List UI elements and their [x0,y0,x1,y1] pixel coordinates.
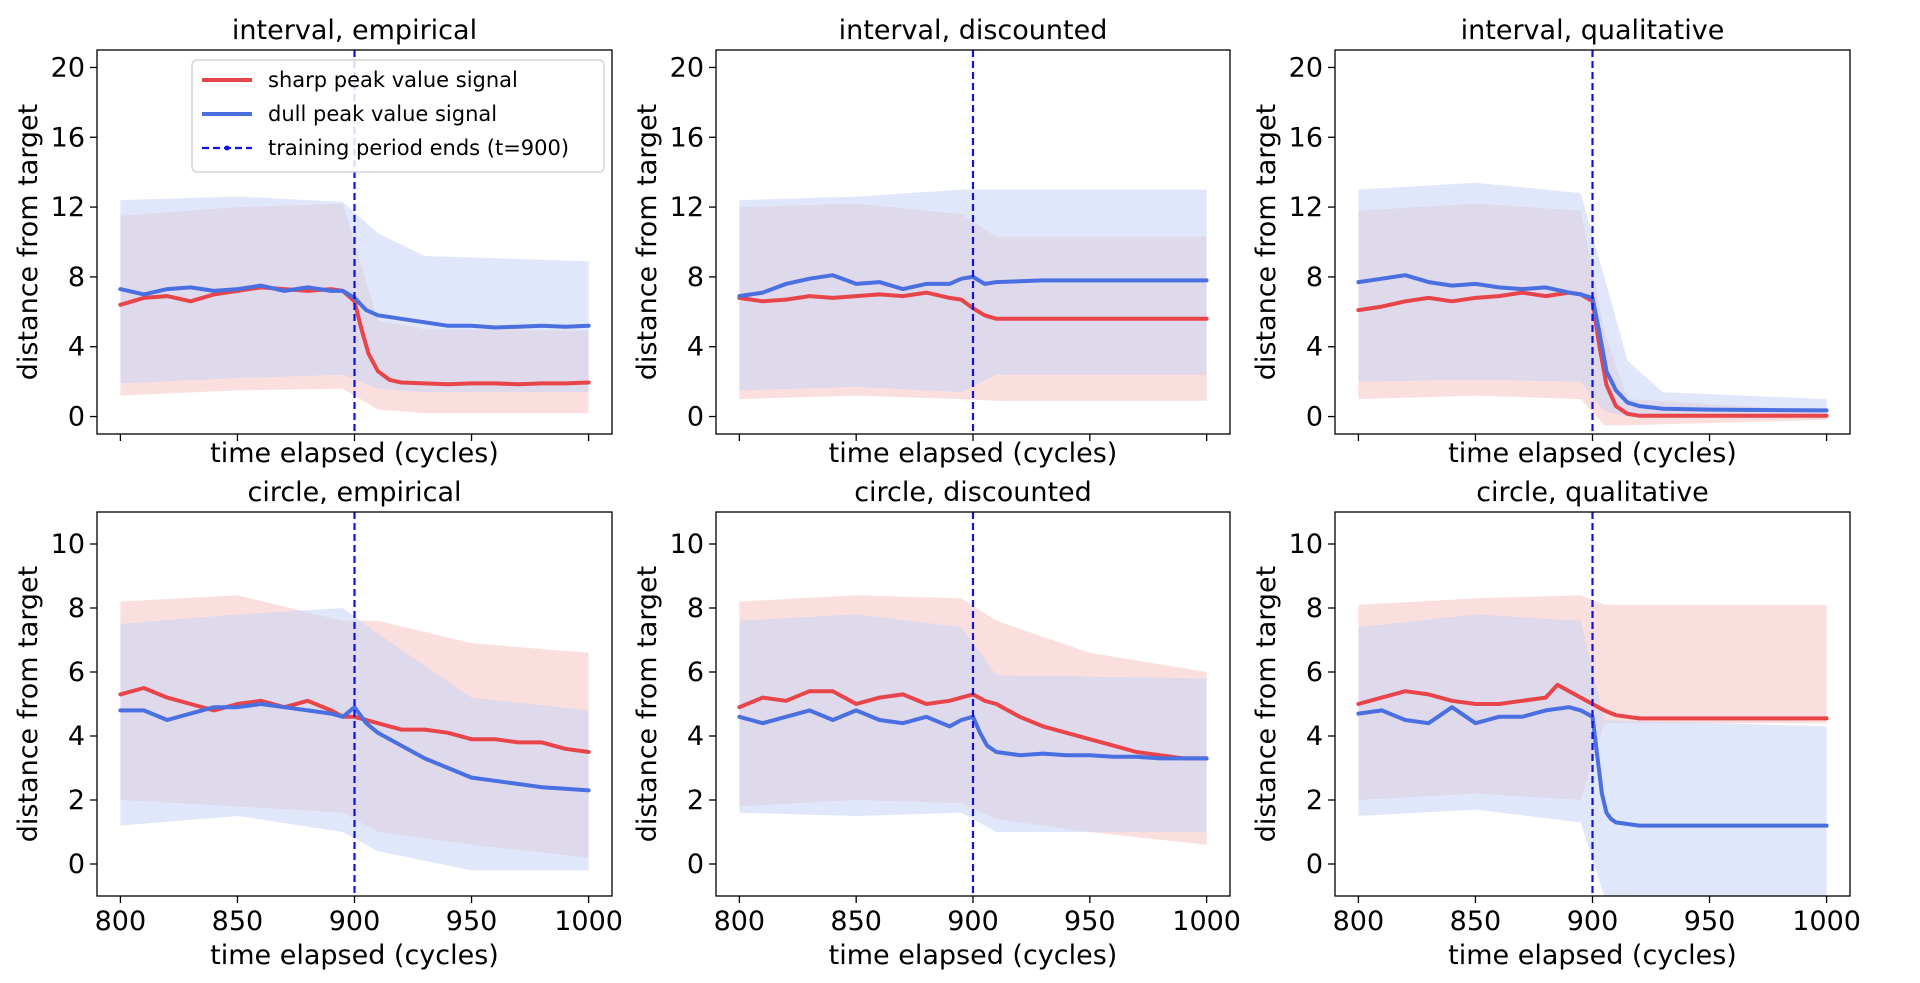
chart-panel-3: 0 4 8 12 16 20 interval, qualitative time elaps… [1251,15,1851,469]
legend-label-vline: training period ends (t=900) [268,136,569,160]
y-tick-label: 20 [1289,52,1323,83]
dull-line [1356,273,1829,413]
y-tick-label: 0 [1306,849,1323,880]
y-tick-label: 2 [687,785,704,816]
y-tick-label: 16 [670,122,704,153]
x-tick-label: 850 [830,906,882,937]
dull-band [120,608,589,871]
dull-line [1356,705,1829,828]
chart-title: circle, empirical [247,477,461,508]
x-axis-label: time elapsed (cycles) [829,940,1118,971]
x-tick-label: 900 [947,906,999,937]
x-tick-label: 800 [714,906,766,937]
y-tick-label: 6 [687,657,704,688]
dull-line [737,273,1209,299]
legend-label-sharp: sharp peak value signal [268,68,518,92]
dull-band [739,189,1207,393]
y-tick-label: 0 [1306,402,1323,433]
x-axis-label: time elapsed (cycles) [1448,438,1737,469]
y-tick-label: 8 [687,262,704,293]
y-tick-label: 0 [68,849,85,880]
y-tick-label: 20 [670,52,704,83]
y-tick-label: 2 [68,785,85,816]
x-tick-label: 800 [1333,906,1385,937]
y-tick-label: 20 [51,52,85,83]
y-axis-label: distance from target [13,104,44,381]
y-tick-label: 4 [1306,332,1323,363]
x-tick-label: 950 [1064,906,1116,937]
x-tick-label: 1000 [1172,906,1241,937]
chart-title: interval, qualitative [1461,15,1725,46]
dull-line [118,702,591,793]
y-axis-label: distance from target [1251,566,1282,843]
y-tick-label: 12 [51,192,85,223]
y-tick-label: 12 [1289,192,1323,223]
y-tick-label: 8 [1306,593,1323,624]
y-tick-label: 6 [1306,657,1323,688]
chart-panel-2: 0 4 8 12 16 20 interval, discounted time elapse… [632,15,1231,469]
y-tick-label: 16 [51,122,85,153]
x-tick-label: 850 [1450,906,1502,937]
y-tick-label: 6 [68,657,85,688]
y-tick-label: 4 [687,332,704,363]
plot-area [737,595,1209,845]
chart-panel-5: 0 2 4 6 8 10 800 850 900 950 1000 circle, discounte… [632,477,1241,971]
plot-area [737,189,1209,401]
x-axis-label: time elapsed (cycles) [829,438,1118,469]
chart-panel-6: 0 2 4 6 8 10 800 850 900 950 1000 circle, qualitati… [1251,477,1861,971]
x-tick-label: 800 [95,906,147,937]
y-tick-label: 4 [687,721,704,752]
chart-title: interval, discounted [839,15,1108,46]
legend-frame [191,59,605,173]
y-axis-label: distance from target [632,566,663,843]
y-tick-label: 4 [68,332,85,363]
x-axis-label: time elapsed (cycles) [210,438,499,469]
x-tick-label: 900 [1567,906,1619,937]
x-tick-label: 1000 [1792,906,1861,937]
legend-marker [224,145,230,151]
y-tick-label: 4 [68,721,85,752]
legend: sharp peak value signal dull peak value s… [191,59,605,173]
y-tick-label: 0 [687,402,704,433]
y-tick-label: 8 [1306,262,1323,293]
chart-panel-4: 0 2 4 6 8 10 800 850 900 950 1000 circle, empirical… [13,477,623,971]
sharp-line [1356,682,1829,721]
y-tick-label: 2 [1306,785,1323,816]
x-tick-label: 950 [446,906,498,937]
x-tick-label: 900 [329,906,381,937]
dull-line [737,708,1209,761]
sharp-line [118,285,591,387]
y-tick-label: 0 [68,402,85,433]
y-tick-label: 10 [51,529,85,560]
y-tick-label: 8 [687,593,704,624]
y-tick-label: 0 [687,849,704,880]
sharp-line [737,290,1209,321]
legend-label-dull: dull peak value signal [268,102,497,126]
x-tick-label: 850 [212,906,264,937]
x-tick-label: 950 [1684,906,1736,937]
sharp-line [118,686,591,754]
chart-title: interval, empirical [232,15,477,46]
y-tick-label: 8 [68,262,85,293]
y-tick-label: 8 [68,593,85,624]
y-tick-label: 12 [670,192,704,223]
y-axis-label: distance from target [1251,104,1282,381]
y-axis-label: distance from target [632,104,663,381]
chart-title: circle, discounted [854,477,1092,508]
chart-panel-1: 0 4 8 12 16 20 interval, empirical time elapsed… [13,15,613,469]
y-tick-label: 10 [1289,529,1323,560]
x-axis-label: time elapsed (cycles) [1448,940,1737,971]
x-axis-label: time elapsed (cycles) [210,940,499,971]
chart-title: circle, qualitative [1476,477,1709,508]
y-tick-label: 4 [1306,721,1323,752]
x-tick-label: 1000 [554,906,623,937]
y-axis-label: distance from target [13,566,44,843]
y-tick-label: 16 [1289,122,1323,153]
y-tick-label: 10 [670,529,704,560]
